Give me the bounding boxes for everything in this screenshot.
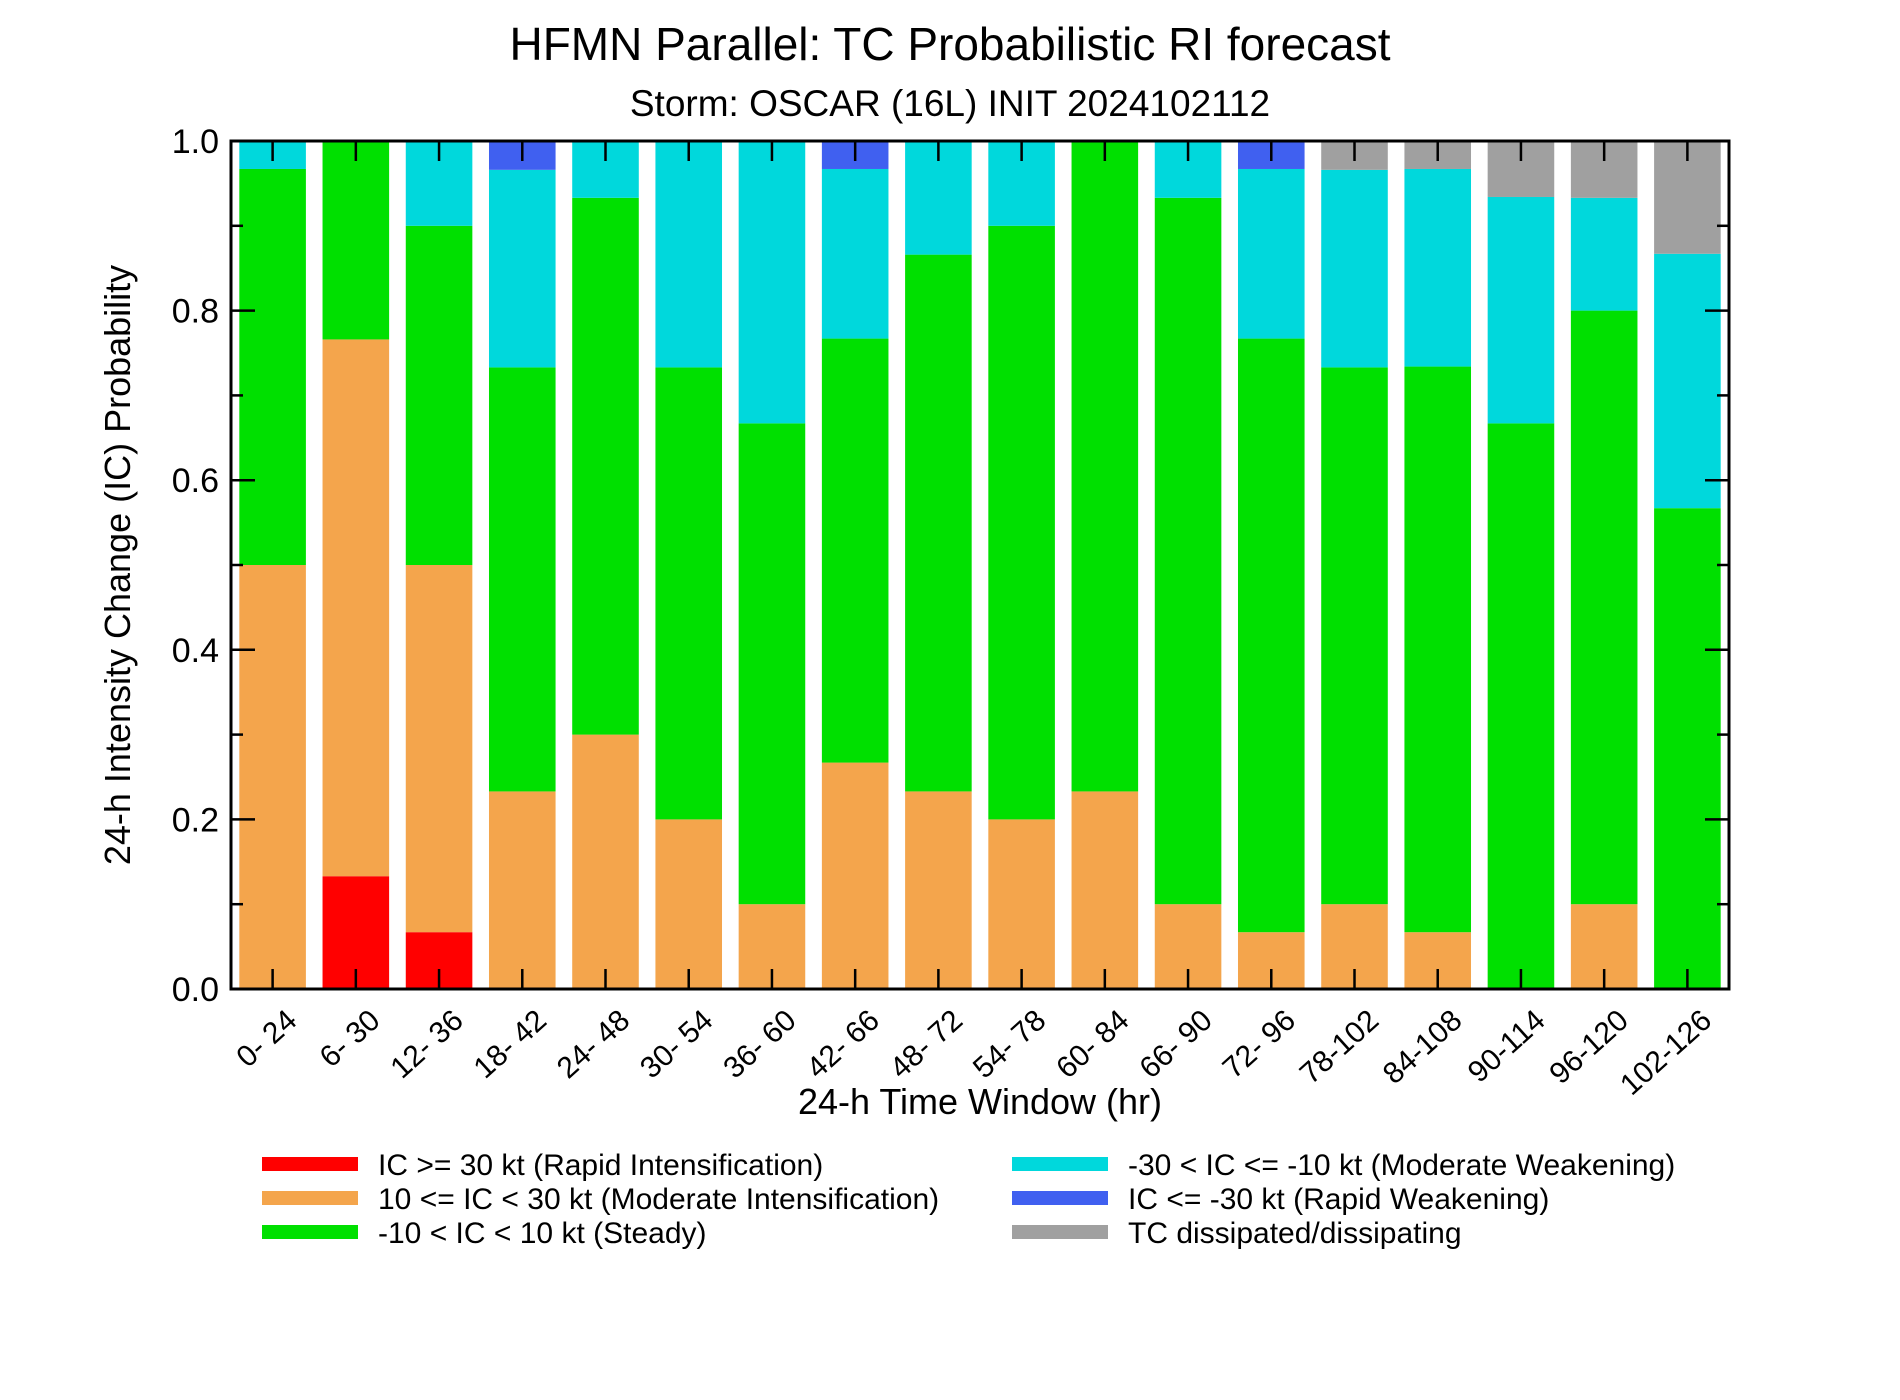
bar-segment-6-2 xyxy=(738,423,806,905)
bar-segment-9-1 xyxy=(988,819,1055,989)
chart-title: HFMN Parallel: TC Probabilistic RI forec… xyxy=(509,18,1390,70)
bar-segment-5-2 xyxy=(655,367,723,820)
bar-segment-4-2 xyxy=(572,197,639,735)
bar-segment-3-3 xyxy=(488,169,556,368)
x-tick-label: 6- 30 xyxy=(314,1004,387,1074)
x-tick-label: 42- 66 xyxy=(801,1004,886,1085)
legend-swatch-4 xyxy=(1012,1191,1108,1205)
legend-swatch-3 xyxy=(1012,1157,1108,1171)
x-tick-label: 24- 48 xyxy=(551,1004,636,1085)
x-tick-label: 102-126 xyxy=(1614,1004,1718,1102)
legend-label-4: IC <= -30 kt (Rapid Weakening) xyxy=(1128,1183,1549,1216)
bar-segment-1-1 xyxy=(322,339,390,877)
bar-segment-15-2 xyxy=(1487,423,1555,989)
y-tick-label: 0.0 xyxy=(172,971,219,1009)
y-tick-label: 0.6 xyxy=(172,462,219,500)
bar-segment-8-2 xyxy=(905,254,972,792)
legend-label-3: -30 < IC <= -10 kt (Moderate Weakening) xyxy=(1128,1149,1675,1182)
x-tick-label: 18- 42 xyxy=(468,1004,553,1085)
legend-label-5: TC dissipated/dissipating xyxy=(1128,1217,1462,1250)
bar-segment-7-1 xyxy=(821,762,889,989)
bar-stack-group xyxy=(239,140,1721,989)
y-tick-label: 0.2 xyxy=(172,801,219,839)
y-tick-label: 0.4 xyxy=(172,632,219,670)
bar-segment-2-2 xyxy=(405,225,473,566)
bar-segment-4-1 xyxy=(572,734,639,989)
bar-segment-9-2 xyxy=(988,225,1055,820)
bar-segment-5-1 xyxy=(655,819,723,989)
bar-segment-0-2 xyxy=(239,168,306,566)
x-tick-label: 12- 36 xyxy=(384,1004,469,1085)
bar-segment-17-3 xyxy=(1654,253,1721,509)
x-tick-label: 84-108 xyxy=(1377,1004,1469,1091)
bar-segment-10-1 xyxy=(1071,791,1139,989)
bar-segment-13-3 xyxy=(1321,169,1388,368)
x-tick-label: 72- 96 xyxy=(1217,1004,1302,1085)
bar-segment-5-3 xyxy=(655,141,723,368)
y-axis: 0.0 0.2 0.4 0.6 0.8 1.0 xyxy=(172,123,1729,1009)
bar-segment-14-3 xyxy=(1404,168,1472,367)
x-tick-label: 48- 72 xyxy=(884,1004,969,1085)
bar-segment-13-2 xyxy=(1321,367,1388,905)
x-tick-label: 36- 60 xyxy=(717,1004,802,1085)
bar-segment-15-3 xyxy=(1487,196,1555,424)
x-tick-label: 60- 84 xyxy=(1050,1004,1135,1085)
legend-swatch-2 xyxy=(262,1225,358,1239)
bar-segment-16-3 xyxy=(1570,197,1638,311)
legend-label-0: IC >= 30 kt (Rapid Intensification) xyxy=(378,1149,823,1182)
x-axis-label: 24-h Time Window (hr) xyxy=(798,1081,1162,1122)
bar-segment-7-2 xyxy=(821,338,889,763)
y-tick-label: 1.0 xyxy=(172,123,219,161)
chart-subtitle: Storm: OSCAR (16L) INIT 2024102112 xyxy=(630,83,1270,124)
bar-segment-11-2 xyxy=(1154,197,1222,905)
y-axis-label: 24-h Intensity Change (IC) Probability xyxy=(97,265,138,865)
bar-segment-3-2 xyxy=(488,367,556,792)
bar-segment-12-2 xyxy=(1237,338,1305,933)
bar-segment-7-3 xyxy=(821,168,889,339)
bar-segment-10-2 xyxy=(1071,141,1139,792)
legend-swatch-5 xyxy=(1012,1225,1108,1239)
bar-segment-16-2 xyxy=(1570,310,1638,905)
bar-segment-17-2 xyxy=(1654,508,1721,989)
y-tick-label: 0.8 xyxy=(172,293,219,331)
legend-label-2: -10 < IC < 10 kt (Steady) xyxy=(378,1217,707,1250)
bar-segment-0-1 xyxy=(239,565,306,989)
bar-segment-6-3 xyxy=(738,141,806,424)
x-tick-label: 66- 90 xyxy=(1133,1004,1218,1085)
x-tick-label: 90-114 xyxy=(1462,1004,1552,1090)
legend-swatch-0 xyxy=(262,1157,358,1171)
legend-label-1: 10 <= IC < 30 kt (Moderate Intensificati… xyxy=(378,1183,939,1216)
bar-segment-14-2 xyxy=(1404,366,1472,933)
legend-swatch-1 xyxy=(262,1191,358,1205)
x-tick-label: 54- 78 xyxy=(967,1004,1052,1085)
bar-segment-8-1 xyxy=(905,791,972,989)
bar-segment-1-2 xyxy=(322,141,390,340)
bar-segment-2-1 xyxy=(405,565,473,933)
bar-segment-3-1 xyxy=(488,791,556,989)
x-tick-label: 78-102 xyxy=(1294,1004,1386,1091)
x-tick-label: 0- 24 xyxy=(230,1004,303,1074)
legend: IC >= 30 kt (Rapid Intensification)10 <=… xyxy=(262,1149,1675,1250)
bar-segment-12-3 xyxy=(1237,168,1305,339)
x-tick-label: 30- 54 xyxy=(634,1004,719,1085)
